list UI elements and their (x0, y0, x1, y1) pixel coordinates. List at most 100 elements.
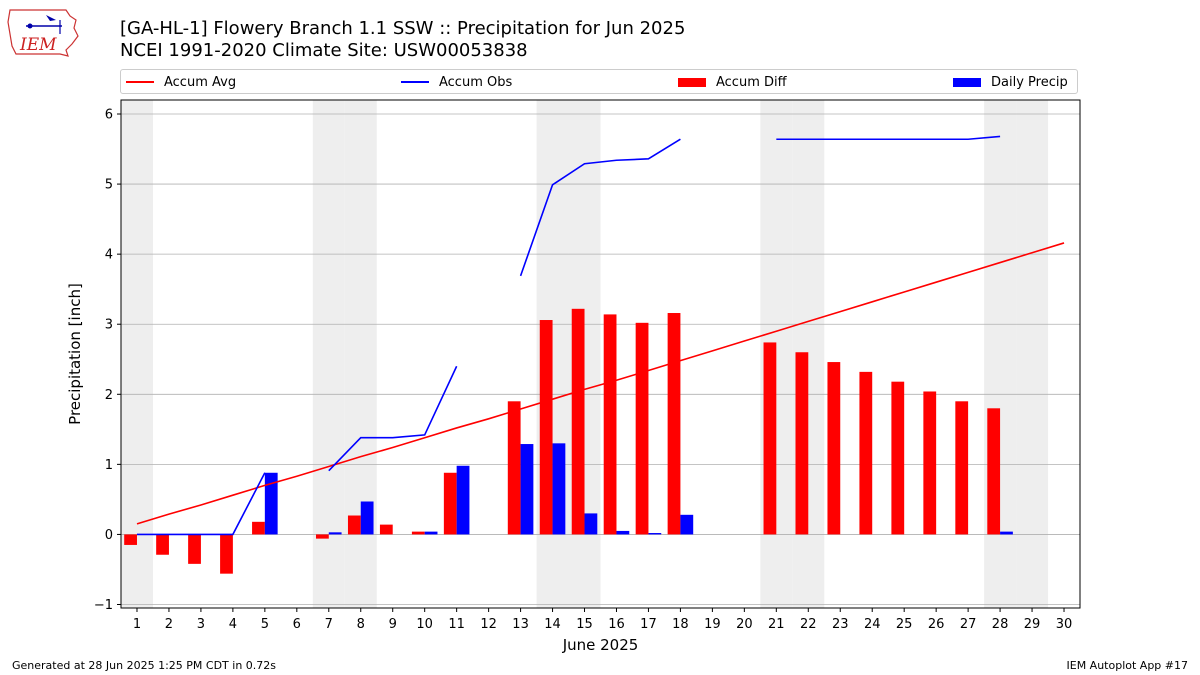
x-tick-label: 7 (325, 617, 333, 632)
x-tick-label: 11 (448, 617, 465, 632)
line-series (136, 135, 1065, 536)
accum-obs-line-segment-1 (136, 472, 266, 536)
legend-label: Accum Avg (164, 74, 237, 90)
weekend-shade-day-21 (760, 100, 793, 608)
chart-subtitle: NCEI 1991-2020 Climate Site: USW00053838 (120, 40, 528, 61)
y-gridlines (121, 113, 1080, 605)
x-tick-label: 29 (1024, 617, 1041, 632)
legend-item-accum-diff: Accum Diff (678, 74, 787, 90)
weekend-shade-day-7 (312, 100, 345, 608)
legend-swatch (953, 77, 981, 87)
x-tick-label: 25 (896, 617, 913, 632)
daily-precip-bar-day-10 (424, 531, 438, 535)
x-tick-label: 14 (544, 617, 561, 632)
daily-precip-bar-day-14 (552, 443, 566, 535)
legend-item-daily-precip: Daily Precip (953, 74, 1068, 90)
y-tick-label: 4 (105, 248, 113, 263)
daily-precip-bar-day-17 (648, 533, 662, 535)
legend-swatch (126, 81, 154, 83)
x-tick-label: 30 (1056, 617, 1073, 632)
legend-label: Accum Diff (716, 74, 787, 90)
weekend-shade-day-8 (344, 100, 377, 608)
accum-diff-bar-day-3 (188, 534, 201, 564)
accum-diff-bar-day-25 (891, 381, 905, 535)
chart-legend: Accum Avg Accum Obs Accum Diff Daily Pre… (120, 69, 1078, 94)
daily-precip-bar-day-15 (584, 513, 598, 535)
accum-diff-bar-day-21 (763, 342, 777, 535)
weekend-shade-day-1 (121, 100, 153, 608)
accum-diff-bar-day-9 (379, 524, 393, 535)
chart-title: [GA-HL-1] Flowery Branch 1.1 SSW :: Prec… (120, 18, 686, 39)
accum-diff-bar-day-18 (667, 313, 681, 535)
accum-diff-bar-day-23 (827, 362, 841, 535)
accum-diff-bar-day-5 (252, 521, 265, 535)
x-tick-label: 1 (133, 617, 141, 632)
accum-obs-line-segment-4 (776, 135, 1001, 141)
daily-precip-bar-day-28 (1000, 531, 1013, 535)
daily-precip-bar-day-13 (520, 444, 534, 535)
app-credit: IEM Autoplot App #17 (1066, 659, 1189, 672)
x-tick-label: 26 (928, 617, 945, 632)
accum-obs-line-segment-3 (519, 138, 681, 277)
accum-diff-bar-day-27 (955, 401, 969, 535)
legend-item-accum-avg: Accum Avg (126, 74, 236, 90)
svg-text:IEM: IEM (19, 35, 57, 55)
x-tick-label: 24 (864, 617, 881, 632)
y-tick-label: 1 (105, 458, 113, 473)
accum-diff-bar-day-28 (987, 408, 1001, 535)
accum-avg-line (136, 242, 1065, 525)
x-tick-label: 27 (960, 617, 977, 632)
x-tick-label: 2 (165, 617, 173, 632)
accum-diff-bar-day-4 (220, 534, 233, 574)
weekend-shade-day-14 (536, 100, 569, 608)
daily-precip-bar-day-18 (680, 514, 694, 535)
plot-frame (120, 99, 1081, 609)
legend-swatch (678, 77, 706, 87)
x-tick-label: 12 (480, 617, 497, 632)
x-tick-label: 19 (704, 617, 721, 632)
daily-precip-bar-day-8 (360, 501, 374, 535)
x-tick-label: 21 (768, 617, 785, 632)
y-tick-label: 6 (105, 108, 113, 123)
x-tick-label: 28 (992, 617, 1009, 632)
daily-precip-bar-day-7 (328, 532, 342, 535)
weekend-shade-day-29 (1016, 100, 1049, 608)
iem-logo: IEM (7, 9, 79, 57)
iowa-outline-icon (7, 9, 79, 57)
x-tick-label: 8 (357, 617, 365, 632)
y-tick-label: 5 (105, 178, 113, 193)
y-axis-ticks: −1 0 1 2 3 4 5 6 (94, 108, 121, 613)
accum-diff-bar-day-7 (315, 534, 329, 539)
x-axis-label: June 2025 (562, 636, 639, 654)
x-tick-label: 15 (576, 617, 593, 632)
daily-precip-bar-day-5 (264, 472, 278, 535)
daily-precip-bar-day-16 (616, 530, 630, 535)
accum-diff-bar-day-15 (571, 308, 585, 535)
x-tick-label: 20 (736, 617, 753, 632)
x-axis-ticks: 1 2 3 4 5 6 7 8 9 10 11 12 13 14 15 16 17 18 19 20 21 22 23 24 2… (133, 608, 1072, 632)
accum-diff-bar-day-14 (539, 320, 553, 535)
weekend-shade-day-22 (792, 100, 825, 608)
x-tick-label: 18 (672, 617, 689, 632)
legend-label: Daily Precip (991, 74, 1068, 90)
daily-precip-bar-day-11 (456, 465, 470, 535)
accum-diff-bar-day-13 (507, 401, 521, 535)
accum-diff-bar-day-8 (347, 515, 361, 535)
x-tick-label: 5 (261, 617, 269, 632)
x-tick-label: 4 (229, 617, 237, 632)
weekend-shade-day-15 (568, 100, 601, 608)
x-tick-label: 9 (389, 617, 397, 632)
accum-diff-bar-day-24 (859, 371, 873, 535)
legend-swatch (401, 81, 429, 83)
accum-diff-bar-day-16 (603, 314, 617, 535)
y-tick-label: −1 (94, 598, 113, 613)
x-tick-label: 22 (800, 617, 817, 632)
accum-diff-bar-day-17 (635, 322, 649, 535)
accum-obs-line-segment-2 (328, 365, 458, 472)
x-tick-label: 6 (293, 617, 301, 632)
accum-diff-bar-day-1 (124, 534, 137, 545)
x-tick-label: 23 (832, 617, 849, 632)
x-tick-label: 10 (416, 617, 433, 632)
accum-diff-bar-day-22 (795, 352, 809, 535)
